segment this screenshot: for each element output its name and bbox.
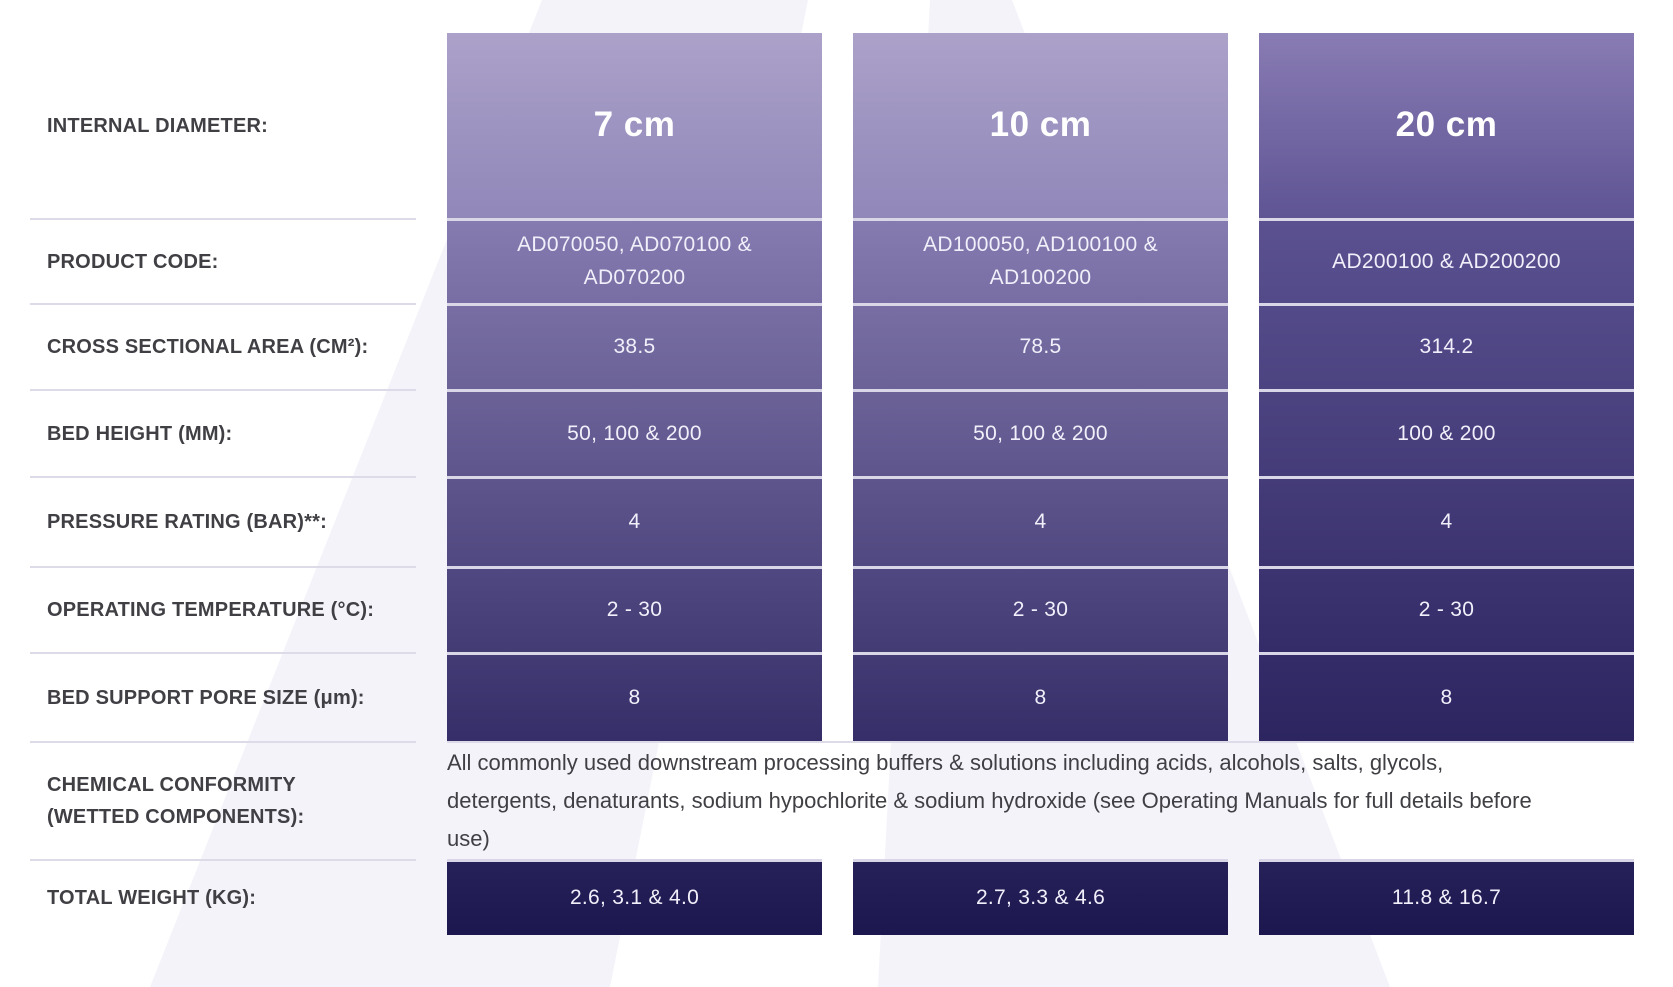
spec-table: INTERNAL DIAMETER: 7 cm 10 cm 20 cm PROD…	[30, 33, 1634, 935]
cell-total-weight-7cm: 2.6, 3.1 & 4.0	[447, 859, 822, 935]
cell-product-code-20cm: AD200100 & AD200200	[1259, 218, 1634, 303]
cell-cross-sectional-area-7cm: 38.5	[447, 303, 822, 389]
row-label-operating-temperature: OPERATING TEMPERATURE (°C):	[30, 566, 416, 652]
cell-pressure-rating-20cm: 4	[1259, 476, 1634, 566]
column-header-20cm: 20 cm	[1259, 33, 1634, 218]
cell-total-weight-20cm: 11.8 & 16.7	[1259, 859, 1634, 935]
row-label-pressure-rating: PRESSURE RATING (BAR)**:	[30, 476, 416, 566]
row-label-total-weight: TOTAL WEIGHT (KG):	[30, 859, 416, 935]
row-label-bed-height: BED HEIGHT (MM):	[30, 389, 416, 476]
row-label-cross-sectional-area: CROSS SECTIONAL AREA (CM²):	[30, 303, 416, 389]
cell-cross-sectional-area-20cm: 314.2	[1259, 303, 1634, 389]
chemical-conformity-paragraph: All commonly used downstream processing …	[447, 750, 1532, 851]
row-label-chemical-conformity: CHEMICAL CONFORMITY (WETTED COMPONENTS):	[30, 741, 416, 859]
row-label-internal-diameter: INTERNAL DIAMETER:	[47, 114, 269, 137]
cell-bed-support-pore-size-7cm: 8	[447, 652, 822, 741]
cell-product-code-10cm: AD100050, AD100100 & AD100200	[853, 218, 1228, 303]
cell-operating-temperature-10cm: 2 - 30	[853, 566, 1228, 652]
cell-bed-support-pore-size-10cm: 8	[853, 652, 1228, 741]
column-header-7cm: 7 cm	[447, 33, 822, 218]
cell-operating-temperature-20cm: 2 - 30	[1259, 566, 1634, 652]
cell-bed-support-pore-size-20cm: 8	[1259, 652, 1634, 741]
cell-bed-height-20cm: 100 & 200	[1259, 389, 1634, 476]
cell-product-code-7cm: AD070050, AD070100 & AD070200	[447, 218, 822, 303]
cell-pressure-rating-7cm: 4	[447, 476, 822, 566]
cell-operating-temperature-7cm: 2 - 30	[447, 566, 822, 652]
column-header-10cm: 10 cm	[853, 33, 1228, 218]
cell-bed-height-7cm: 50, 100 & 200	[447, 389, 822, 476]
row-label-bed-support-pore-size: BED SUPPORT PORE SIZE (μm):	[30, 652, 416, 741]
cell-pressure-rating-10cm: 4	[853, 476, 1228, 566]
cell-total-weight-10cm: 2.7, 3.3 & 4.6	[853, 859, 1228, 935]
cell-bed-height-10cm: 50, 100 & 200	[853, 389, 1228, 476]
row-label-product-code: PRODUCT CODE:	[30, 218, 416, 303]
cell-cross-sectional-area-10cm: 78.5	[853, 303, 1228, 389]
cell-chemical-conformity-text: All commonly used downstream processing …	[447, 741, 1634, 859]
